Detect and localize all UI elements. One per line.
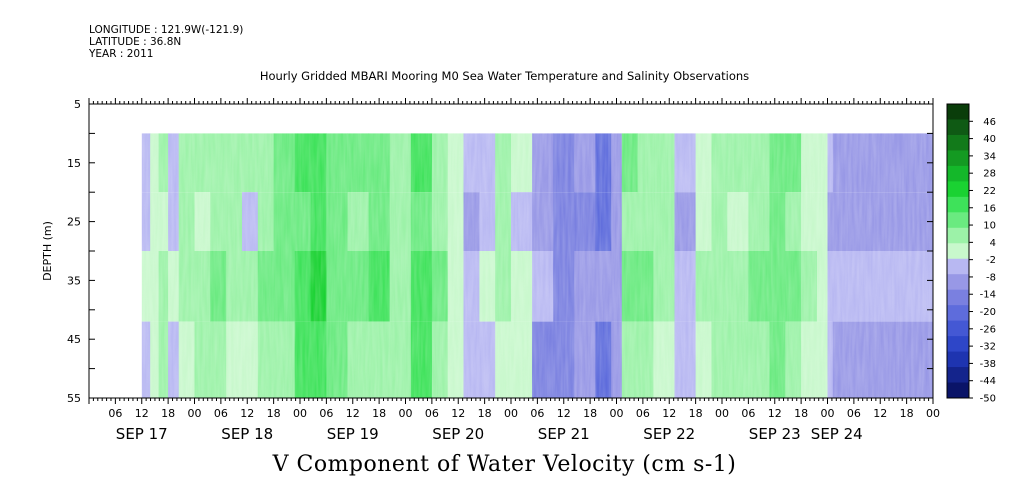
colorbar-label: 34 [983, 151, 996, 162]
colorbar-label: -32 [980, 342, 996, 353]
colorbar-label: 16 [983, 203, 996, 214]
x-hour-label: 06 [530, 407, 544, 420]
y-axis-label: DEPTH (m) [41, 221, 54, 281]
colorbar-swatch [947, 212, 969, 229]
x-hour-label: 00 [504, 407, 518, 420]
x-hour-label: 06 [741, 407, 755, 420]
x-day-label: SEP 20 [432, 425, 484, 443]
colorbar-label: 28 [983, 169, 996, 180]
x-hour-label: 12 [135, 407, 149, 420]
year-label: YEAR : 2011 [89, 48, 154, 60]
x-hour-label: 12 [662, 407, 676, 420]
x-hour-label: 18 [372, 407, 386, 420]
x-hour-label: 06 [319, 407, 333, 420]
colorbar-swatch [947, 258, 969, 275]
colorbar-label: -50 [980, 394, 996, 405]
colorbar-label: 4 [990, 238, 996, 249]
colorbar-swatch [947, 119, 969, 136]
x-hour-label: 00 [715, 407, 729, 420]
colorbar-label: -26 [980, 324, 996, 335]
x-hour-label: 06 [847, 407, 861, 420]
x-hour-label: 12 [768, 407, 782, 420]
colorbar-swatch [947, 367, 969, 384]
y-tick-label: 35 [67, 274, 81, 287]
colorbar-label: 22 [983, 186, 996, 197]
y-tick-label: 25 [67, 216, 81, 229]
y-axis: 5 15 25 35 45 55 [67, 98, 933, 405]
colorbar-swatch [947, 289, 969, 306]
x-hour-label: 12 [240, 407, 254, 420]
x-day-label: SEP 18 [221, 425, 273, 443]
x-hour-label: 00 [610, 407, 624, 420]
colorbar-swatch [947, 274, 969, 291]
colorbar-label: -44 [980, 376, 996, 387]
x-hour-label: 18 [583, 407, 597, 420]
colorbar-label: 46 [983, 117, 996, 128]
colorbar-swatch [947, 181, 969, 198]
colorbar-swatch [947, 227, 969, 244]
x-hour-label: 00 [188, 407, 202, 420]
x-hour-label: 18 [689, 407, 703, 420]
x-day-label: SEP 22 [643, 425, 695, 443]
colorbar-swatch [947, 196, 969, 213]
colorbar-label: 40 [983, 134, 996, 145]
colorbar-label: -38 [980, 359, 996, 370]
x-hour-label: 06 [636, 407, 650, 420]
chart-title: Hourly Gridded MBARI Mooring M0 Sea Wate… [259, 69, 750, 83]
x-day-label: SEP 21 [538, 425, 590, 443]
colorbar-label: -20 [980, 307, 996, 318]
y-tick-label: 15 [67, 157, 81, 170]
colorbar-swatch [947, 104, 969, 120]
x-hour-label: 12 [346, 407, 360, 420]
colorbar-swatch [947, 336, 969, 353]
x-day-label: SEP 24 [811, 425, 863, 443]
x-hour-label: 18 [161, 407, 175, 420]
colorbar-label: 10 [983, 221, 996, 232]
colorbar-swatch [947, 150, 969, 167]
colorbar-swatch [947, 165, 969, 182]
latitude-label: LATITUDE : 36.8N [89, 36, 182, 48]
colorbar-label: -2 [986, 255, 996, 266]
x-hour-label: 06 [425, 407, 439, 420]
colorbar-swatch [947, 305, 969, 322]
heatmap-texture [129, 133, 933, 398]
x-hour-label: 12 [451, 407, 465, 420]
x-hour-label: 06 [108, 407, 122, 420]
colorbar-swatch [947, 243, 969, 260]
colorbar-label: -14 [980, 290, 996, 301]
colorbar: 46 40 34 28 22 16 10 4 -2 -8 -14 -20 -26 -32 -38 -44 -50 [946, 103, 996, 405]
x-hour-label: 06 [214, 407, 228, 420]
y-tick-label: 55 [67, 392, 81, 405]
colorbar-frame [946, 103, 970, 399]
y-tick-label: 5 [74, 98, 81, 111]
x-hour-label: 00 [399, 407, 413, 420]
colorbar-swatch [947, 134, 969, 151]
x-hour-label: 18 [900, 407, 914, 420]
colorbar-swatch [947, 382, 969, 399]
x-hour-label: 00 [821, 407, 835, 420]
x-hour-label: 12 [873, 407, 887, 420]
x-hour-label: 18 [794, 407, 808, 420]
x-day-label: SEP 17 [116, 425, 168, 443]
x-day-label: SEP 23 [749, 425, 801, 443]
variable-label: V Component of Water Velocity (cm s-1) [272, 452, 737, 477]
colorbar-label: -8 [986, 272, 996, 283]
x-axis-ticks: 06 12 18 00 06 12 18 00 06 12 18 00 06 12 18 00 06 12 18 00… [88, 98, 940, 443]
colorbar-swatch [947, 320, 969, 337]
y-tick-label: 45 [67, 333, 81, 346]
x-day-label: SEP 19 [327, 425, 379, 443]
longitude-label: LONGITUDE : 121.9W(-121.9) [89, 24, 244, 36]
colorbar-swatch [947, 351, 969, 368]
x-hour-label: 12 [557, 407, 571, 420]
x-hour-label: 00 [926, 407, 940, 420]
x-hour-label: 18 [478, 407, 492, 420]
x-hour-label: 00 [293, 407, 307, 420]
x-hour-label: 18 [267, 407, 281, 420]
